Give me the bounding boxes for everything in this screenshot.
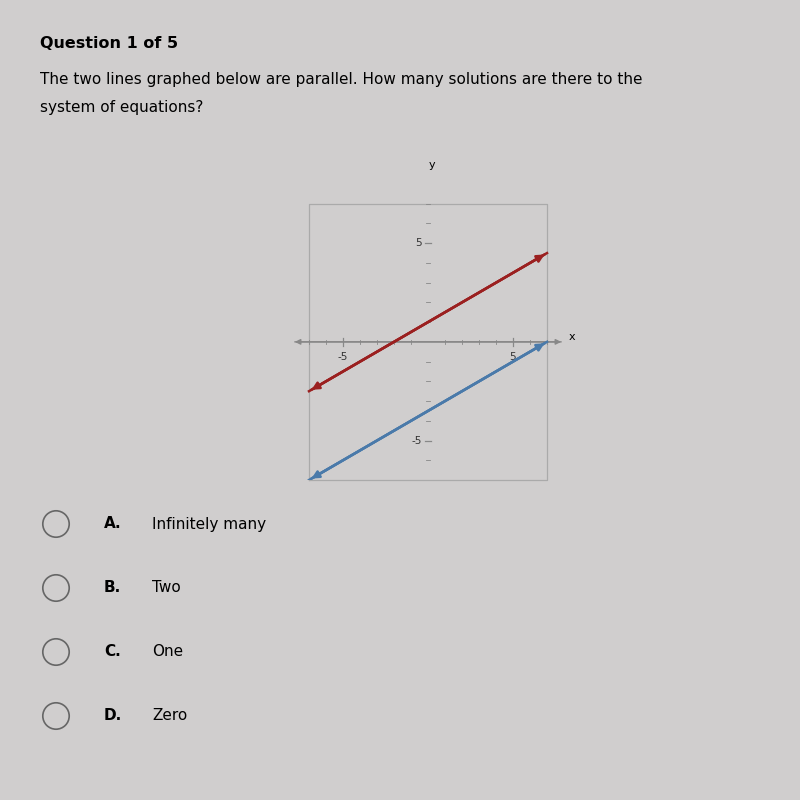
Text: A.: A. [104,517,122,531]
Text: -5: -5 [338,352,348,362]
Text: B.: B. [104,581,122,595]
Text: -5: -5 [412,435,422,446]
Text: One: One [152,645,183,659]
Text: 5: 5 [415,238,422,248]
Text: Zero: Zero [152,709,187,723]
Text: Question 1 of 5: Question 1 of 5 [40,36,178,51]
Text: y: y [429,160,435,170]
Text: 5: 5 [510,352,516,362]
Text: The two lines graphed below are parallel. How many solutions are there to the: The two lines graphed below are parallel… [40,72,642,87]
Text: system of equations?: system of equations? [40,100,203,115]
Text: Two: Two [152,581,181,595]
Text: C.: C. [104,645,121,659]
Text: Infinitely many: Infinitely many [152,517,266,531]
Text: D.: D. [104,709,122,723]
Text: x: x [569,332,576,342]
